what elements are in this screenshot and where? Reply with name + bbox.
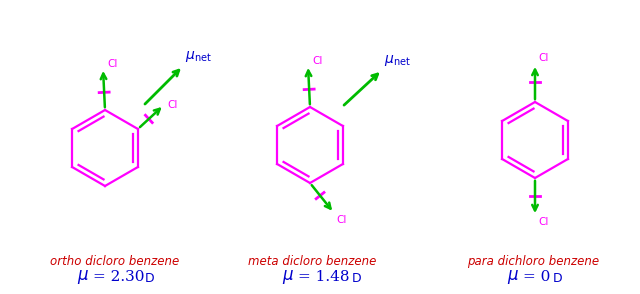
Text: ortho dicloro benzene: ortho dicloro benzene xyxy=(50,255,179,268)
Text: D: D xyxy=(145,272,155,285)
Text: $\mu$: $\mu$ xyxy=(77,268,89,286)
Text: = 2.30: = 2.30 xyxy=(93,270,145,284)
Text: Cl: Cl xyxy=(538,53,548,63)
Text: $\mu_{\rm net}$: $\mu_{\rm net}$ xyxy=(384,53,411,68)
Text: $\mu_{\rm net}$: $\mu_{\rm net}$ xyxy=(185,49,212,64)
Text: Cl: Cl xyxy=(312,56,323,66)
Text: $\mu$: $\mu$ xyxy=(282,268,294,286)
Text: = 0: = 0 xyxy=(523,270,550,284)
Text: Cl: Cl xyxy=(107,59,117,69)
Text: D: D xyxy=(553,272,563,285)
Text: = 1.48: = 1.48 xyxy=(298,270,349,284)
Text: $\mu$: $\mu$ xyxy=(507,268,519,286)
Text: Cl: Cl xyxy=(167,100,177,110)
Text: meta dicloro benzene: meta dicloro benzene xyxy=(248,255,376,268)
Text: para dichloro benzene: para dichloro benzene xyxy=(467,255,599,268)
Text: Cl: Cl xyxy=(538,217,548,227)
Text: Cl: Cl xyxy=(336,215,346,225)
Text: D: D xyxy=(352,272,362,285)
